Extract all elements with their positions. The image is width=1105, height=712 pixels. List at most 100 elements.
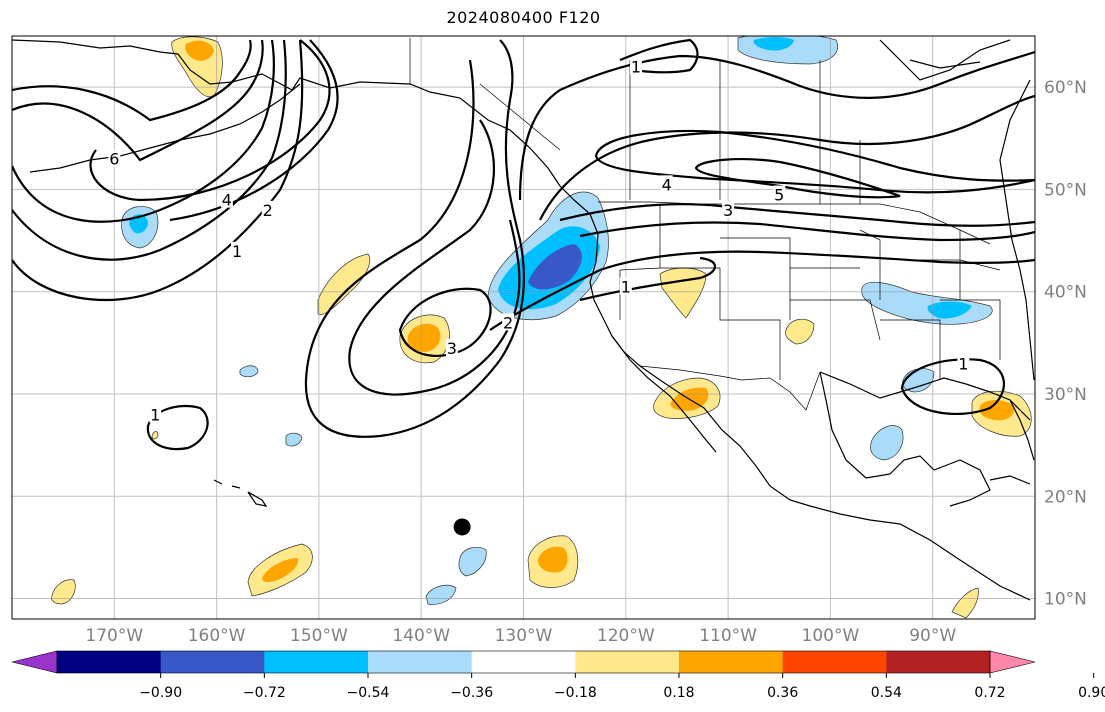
contour-label-background: [261, 200, 274, 218]
map-content: 6 4 2 1 3 2 1 3 4 5 1 1 1: [12, 36, 1035, 619]
contour-label-background: [445, 338, 458, 356]
contour-line: [489, 250, 1035, 331]
cuba: [989, 475, 1031, 485]
contour-label: 1: [631, 58, 641, 77]
hawaii-islands: [213, 479, 268, 507]
baja-peninsula: [611, 335, 717, 453]
west-coast: [559, 185, 1031, 601]
negative-anomaly-region: [870, 425, 904, 461]
contour-label-background: [149, 405, 162, 423]
negative-anomaly-region: [458, 546, 487, 577]
contour-label: 4: [662, 175, 672, 194]
colorbar-tick-label: −0.54: [347, 685, 390, 701]
colorbar-segment: [57, 651, 162, 673]
colorbar-tick-label: −0.36: [450, 685, 493, 701]
alaska-coastline: [12, 39, 561, 187]
hudson-bay: [879, 39, 1011, 81]
colorbar-extend-high: [989, 650, 1036, 674]
colorbar-tick-label: 0.36: [767, 685, 798, 701]
latitude-tick-label: 10°N: [1044, 590, 1087, 610]
contour-label: 3: [447, 339, 457, 358]
contour-line: [89, 39, 331, 202]
contour-labels: 6 4 2 1 3 2 1 3 4 5 1 1 1: [108, 57, 970, 424]
contour-line: [539, 94, 1035, 221]
canada-provinces: [479, 60, 861, 204]
positive-anomaly-region: [979, 400, 1015, 421]
contour-label: 6: [109, 150, 119, 169]
location-marker: [453, 518, 471, 536]
contour-line: [146, 404, 209, 451]
mexico-gulf-coast: [819, 371, 935, 479]
contour-label-background: [722, 200, 735, 218]
positive-anomaly-region: [407, 323, 441, 352]
contour-label-background: [957, 354, 970, 372]
negative-anomaly-region: [239, 365, 259, 378]
colorbar-segment: [575, 651, 680, 673]
colorbar-extend-low: [11, 650, 58, 674]
contour-line: [518, 50, 1035, 201]
contour-label-background: [502, 313, 515, 331]
contour-line: [579, 256, 717, 302]
east-coast: [999, 79, 1035, 381]
contour-line: [12, 39, 252, 122]
contour-line: [579, 221, 1035, 242]
contour-label: 3: [723, 201, 733, 220]
contour-label-background: [108, 149, 121, 167]
colorbar-segment: [368, 651, 473, 673]
positive-anomaly-region: [785, 318, 815, 345]
us-mexico-border: [639, 365, 821, 411]
negative-anomaly-region: [753, 37, 794, 51]
negative-anomaly-region: [425, 584, 457, 605]
contour-label-background: [220, 190, 233, 208]
contour-label: 2: [263, 201, 273, 220]
contour-line: [12, 39, 287, 261]
colorbar-tick-label: 0.54: [871, 685, 902, 701]
colorbar: [11, 650, 1036, 674]
positive-anomaly-region: [51, 579, 76, 605]
yucatan: [933, 459, 991, 507]
negative-anomaly-region: [285, 432, 303, 447]
latitude-tick-label: 60°N: [1044, 78, 1087, 98]
longitude-tick-label: 130°W: [495, 626, 553, 646]
contour-label: 4: [222, 191, 232, 210]
positive-anomaly-region: [262, 558, 299, 582]
state-lines: [619, 204, 1001, 380]
map-frame: [11, 35, 1036, 620]
colorbar-segment: [160, 651, 265, 673]
longitude-tick-label: 150°W: [290, 626, 348, 646]
colorbar-tick-labels: −0.90 −0.72 −0.54 −0.36 −0.18 0.18 0.36 0.54 0.7…: [139, 673, 1105, 701]
longitude-tick-label: 120°W: [597, 626, 655, 646]
latitude-tick-label: 30°N: [1044, 385, 1087, 405]
contour-line: [12, 39, 264, 162]
latitude-tick-label: 40°N: [1044, 283, 1087, 303]
contour-line: [694, 158, 901, 199]
colorbar-tick-label: −0.72: [243, 685, 286, 701]
contour-label: 1: [232, 242, 242, 261]
contour-label: 1: [150, 405, 160, 424]
positive-anomaly-region: [151, 431, 159, 440]
latitude-tick-label: 50°N: [1044, 180, 1087, 200]
greenland-edge: [909, 59, 981, 69]
contour-label-background: [773, 185, 786, 203]
colorbar-tick-label: 0.90: [1078, 685, 1105, 701]
contour-line: [900, 358, 1005, 415]
colorbar-segment: [679, 651, 784, 673]
contour-label-background: [660, 175, 673, 193]
longitude-tick-label: 100°W: [802, 626, 860, 646]
colorbar-outline: [56, 650, 991, 674]
contour-label-background: [630, 57, 643, 75]
longitude-tick-label: 110°W: [699, 626, 757, 646]
florida: [1009, 399, 1035, 461]
latitude-tick-labels: 60°N 50°N 40°N 30°N 20°N 10°N: [1044, 78, 1087, 609]
latitude-tick-label: 20°N: [1044, 487, 1087, 507]
contour-line: [594, 129, 1035, 194]
colorbar-tick-label: −0.90: [139, 685, 182, 701]
longitude-tick-label: 160°W: [188, 626, 246, 646]
colorbar-segment: [886, 651, 991, 673]
contour-label: 1: [621, 278, 631, 297]
contour-line: [619, 38, 699, 74]
colorbar-segment: [782, 651, 887, 673]
positive-anomaly-region: [538, 546, 568, 573]
contour-line: [12, 39, 304, 302]
